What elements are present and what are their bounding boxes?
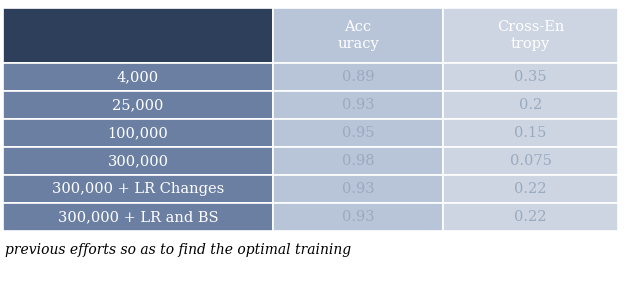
Bar <box>443 8 618 63</box>
Text: 100,000: 100,000 <box>108 126 168 140</box>
Text: 0.22: 0.22 <box>515 210 547 224</box>
Text: 0.93: 0.93 <box>342 182 374 196</box>
Text: 300,000: 300,000 <box>108 154 168 168</box>
Text: 0.15: 0.15 <box>515 126 547 140</box>
Bar <box>273 119 443 147</box>
Text: 300,000 + LR and BS: 300,000 + LR and BS <box>58 210 218 224</box>
Text: 25,000: 25,000 <box>112 98 164 112</box>
Bar <box>3 63 273 91</box>
Text: 4,000: 4,000 <box>117 70 159 84</box>
Bar <box>3 8 273 63</box>
Text: 0.89: 0.89 <box>342 70 374 84</box>
Text: 0.35: 0.35 <box>514 70 547 84</box>
Text: 0.2: 0.2 <box>519 98 542 112</box>
Bar <box>273 147 443 175</box>
Text: 0.22: 0.22 <box>515 182 547 196</box>
Bar <box>443 175 618 203</box>
Bar <box>443 147 618 175</box>
Bar <box>3 91 273 119</box>
Bar <box>3 119 273 147</box>
Bar <box>273 8 443 63</box>
Bar <box>273 63 443 91</box>
Bar <box>443 91 618 119</box>
Text: Acc
uracy: Acc uracy <box>337 20 379 51</box>
Bar <box>273 175 443 203</box>
Text: 0.93: 0.93 <box>342 98 374 112</box>
Bar <box>3 175 273 203</box>
Bar <box>3 147 273 175</box>
Bar <box>273 91 443 119</box>
Text: 0.95: 0.95 <box>342 126 374 140</box>
Bar <box>443 203 618 231</box>
Text: 0.98: 0.98 <box>342 154 374 168</box>
Bar <box>443 119 618 147</box>
Bar <box>273 203 443 231</box>
Text: previous efforts so as to find the optimal training: previous efforts so as to find the optim… <box>5 243 351 257</box>
Text: 300,000 + LR Changes: 300,000 + LR Changes <box>52 182 224 196</box>
Text: Cross-En
tropy: Cross-En tropy <box>497 20 564 51</box>
Bar <box>3 203 273 231</box>
Bar <box>443 63 618 91</box>
Text: 0.93: 0.93 <box>342 210 374 224</box>
Text: 0.075: 0.075 <box>509 154 552 168</box>
